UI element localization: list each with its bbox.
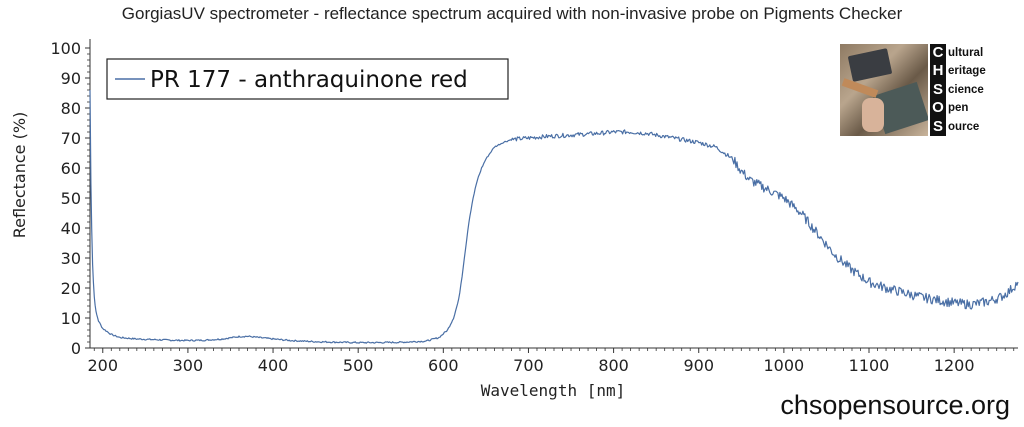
y-tick-label: 90 (61, 69, 81, 88)
y-tick-label: 0 (71, 339, 81, 358)
logo-letter: O (932, 99, 944, 117)
y-tick-label: 50 (61, 189, 81, 208)
x-axis-label: Wavelength [nm] (481, 381, 626, 400)
y-tick-label: 40 (61, 219, 81, 238)
logo-words: ultural eritage cience pen ource (948, 44, 1008, 136)
logo-letter: S (932, 80, 943, 98)
y-axis-label: Reflectance (%) (10, 112, 29, 239)
tick-labels: 0 10 20 30 40 50 60 70 80 90 100 200 300 400 500 600 700… (50, 39, 974, 375)
logo-photo (840, 44, 928, 136)
y-tick-label: 30 (61, 249, 81, 268)
logo-letter: C (932, 44, 944, 61)
logo-letters: C H S O S (930, 44, 946, 136)
y-tick-label: 100 (50, 39, 81, 58)
y-tick-label: 10 (61, 309, 81, 328)
x-tick-label: 700 (513, 356, 544, 375)
x-tick-label: 1000 (764, 356, 805, 375)
y-tick-label: 60 (61, 159, 81, 178)
logo-word: eritage (948, 65, 986, 78)
y-tick-label: 80 (61, 99, 81, 118)
series-layer (89, 89, 1019, 344)
logo-word: ultural (948, 47, 984, 59)
legend: PR 177 - anthraquinone red (106, 58, 509, 100)
logo-word: ource (948, 120, 980, 133)
x-tick-label: 300 (173, 356, 204, 375)
chsos-logo: C H S O S ultural eritage cience pen our… (840, 44, 996, 136)
legend-box (106, 58, 509, 100)
x-tick-label: 500 (343, 356, 374, 375)
x-tick-label: 800 (598, 356, 629, 375)
x-tick-label: 1200 (934, 356, 975, 375)
axes (85, 39, 1018, 353)
x-tick-label: 400 (258, 356, 289, 375)
logo-word: cience (948, 83, 984, 96)
legend-label: PR 177 - anthraquinone red (150, 67, 468, 93)
x-tick-label: 600 (428, 356, 459, 375)
y-tick-label: 70 (61, 129, 81, 148)
x-tick-label: 900 (683, 356, 714, 375)
series-line-pr177 (89, 89, 1019, 344)
x-tick-label: 200 (87, 356, 118, 375)
y-tick-label: 20 (61, 279, 81, 298)
logo-letter: H (932, 62, 944, 80)
logo-word: pen (948, 102, 969, 115)
website-label: chsopensource.org (780, 390, 1010, 420)
x-tick-label: 1100 (849, 356, 890, 375)
chart-title: GorgiasUV spectrometer - reflectance spe… (121, 4, 903, 23)
logo-letter: S (932, 117, 943, 135)
